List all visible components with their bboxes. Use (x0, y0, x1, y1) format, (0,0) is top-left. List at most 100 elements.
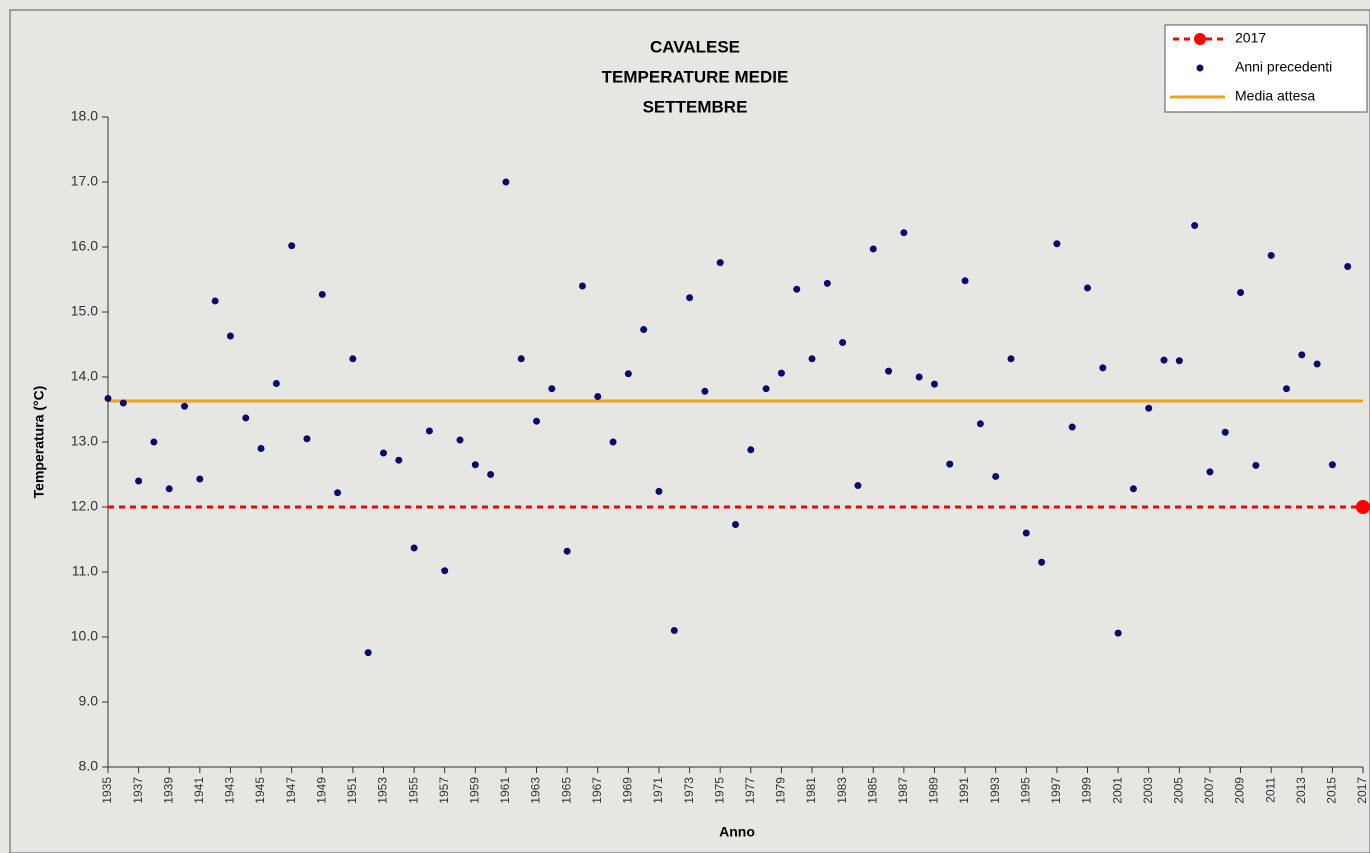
point (670, 627, 678, 634)
point (732, 521, 739, 529)
x-tick-label: 2001 (1110, 777, 1124, 804)
y-tick-label: 16.0 (71, 238, 98, 254)
x-tick-label: 1939 (161, 777, 175, 804)
point (885, 367, 893, 375)
point (150, 438, 158, 446)
y-tick-label: 10.0 (71, 628, 98, 644)
point (563, 547, 571, 555)
point (334, 489, 342, 497)
chart-title: CAVALESE (650, 37, 740, 56)
point (946, 460, 954, 468)
x-tick-label: 1965 (559, 777, 573, 804)
x-tick-label: 2011 (1263, 777, 1277, 803)
legend-label: Media attesa (1235, 88, 1315, 104)
x-tick-label: 1983 (835, 777, 849, 804)
x-tick-label: 1979 (774, 777, 788, 804)
y-axis-label: Temperatura (°C) (31, 386, 47, 499)
point (624, 370, 632, 378)
point (1252, 461, 1260, 469)
point (364, 649, 372, 657)
frame (9, 9, 1370, 853)
point (1298, 351, 1306, 359)
legend-label: 2017 (1235, 30, 1266, 46)
point (1344, 263, 1352, 270)
point (823, 279, 831, 287)
point (1328, 461, 1336, 469)
legend-swatch (1196, 64, 1204, 72)
x-tick-label: 1989 (927, 777, 941, 804)
point (456, 436, 464, 444)
x-tick-label: 1997 (1049, 777, 1063, 804)
x-tick-label: 1995 (1018, 777, 1032, 804)
chart-title: SETTEMBRE (643, 97, 748, 116)
point (226, 332, 234, 340)
x-tick-label: 2009 (1233, 777, 1247, 804)
point (900, 229, 908, 237)
point (165, 485, 173, 493)
x-tick-label: 2013 (1294, 777, 1308, 804)
point (288, 242, 296, 250)
point (808, 355, 816, 363)
y-tick-label: 9.0 (79, 693, 99, 709)
x-tick-label: 1949 (314, 777, 328, 804)
point (119, 399, 127, 407)
x-tick-label: 2007 (1202, 777, 1216, 804)
x-tick-label: 1953 (376, 777, 390, 804)
point (609, 438, 617, 446)
point (1160, 356, 1168, 364)
point (1282, 385, 1290, 393)
point (992, 472, 1000, 480)
legend-swatch (1194, 33, 1206, 45)
point (548, 385, 556, 393)
x-tick-label: 1999 (1080, 777, 1094, 804)
point (655, 487, 663, 495)
point (1114, 629, 1122, 637)
point (1237, 289, 1245, 296)
x-tick-label: 1963 (529, 777, 543, 804)
point (1068, 423, 1076, 431)
x-tick-label: 1959 (467, 777, 481, 804)
point (1313, 360, 1321, 368)
x-tick-label: 1935 (100, 777, 114, 804)
point (104, 394, 112, 402)
point (1267, 251, 1275, 259)
x-tick-label: 1973 (682, 777, 696, 804)
y-tick-label: 18.0 (71, 108, 98, 124)
point (839, 339, 847, 347)
x-axis-label: Anno (719, 824, 755, 840)
y-tick-label: 15.0 (71, 303, 98, 319)
point (961, 277, 969, 285)
point (640, 326, 648, 334)
point (272, 380, 280, 387)
x-tick-label: 1971 (651, 777, 665, 804)
point (1191, 222, 1199, 230)
x-tick-label: 1967 (590, 777, 604, 804)
point (211, 297, 219, 305)
x-tick-label: 1937 (131, 777, 145, 804)
point (777, 369, 785, 377)
point (1356, 500, 1370, 514)
x-tick-label: 1987 (896, 777, 910, 804)
x-tick-label: 1977 (743, 777, 757, 804)
x-tick-label: 1969 (621, 777, 635, 804)
point (441, 567, 449, 575)
point (701, 387, 709, 395)
x-tick-label: 1985 (865, 777, 879, 804)
x-tick-label: 1955 (406, 777, 420, 804)
point (976, 420, 984, 428)
x-tick-label: 1943 (223, 777, 237, 804)
point (533, 417, 541, 425)
x-tick-label: 2003 (1141, 777, 1155, 804)
point (1099, 364, 1107, 372)
y-tick-label: 14.0 (71, 368, 98, 384)
point (594, 393, 602, 400)
x-tick-label: 1961 (498, 777, 512, 804)
point (1129, 485, 1137, 493)
point (762, 385, 770, 393)
point (379, 449, 387, 457)
x-tick-label: 1947 (284, 777, 298, 804)
y-tick-label: 11.0 (72, 563, 98, 579)
point (1084, 284, 1092, 292)
x-tick-label: 1991 (957, 777, 971, 804)
